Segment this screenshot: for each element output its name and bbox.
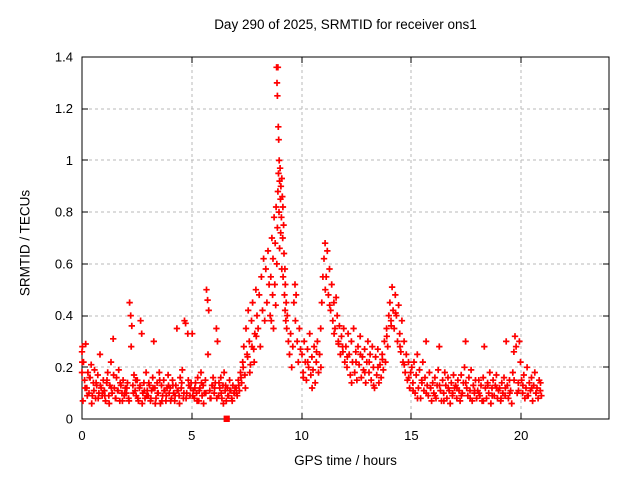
y-tick-label: 1.4 — [55, 50, 73, 65]
y-tick-label: 0.6 — [55, 256, 73, 271]
x-tick-label: 5 — [188, 428, 195, 443]
y-tick-label: 0.2 — [55, 360, 73, 375]
plot-frame — [81, 56, 610, 420]
y-tick-label: 0 — [66, 412, 73, 427]
plot-border — [81, 56, 610, 420]
zero-point-marker — [223, 415, 230, 422]
x-tick-label: 15 — [404, 428, 418, 443]
data-points — [78, 64, 545, 407]
y-tick-label: 0.8 — [55, 205, 73, 220]
x-tick-label: 20 — [514, 428, 528, 443]
y-tick-label: 1.2 — [55, 101, 73, 116]
y-tick-label: 0.4 — [55, 308, 73, 323]
x-tick-label: 0 — [78, 428, 85, 443]
x-tick-label: 10 — [294, 428, 308, 443]
y-axis-label: SRMTID / TECUs — [17, 189, 33, 297]
x-axis-label: GPS time / hours — [294, 453, 397, 468]
grid-lines — [83, 58, 608, 418]
tick-labels: 0 5 10 15 20 0 0.2 0.4 0.6 0.8 1 1.2 1.4 — [55, 50, 528, 444]
chart-title: Day 290 of 2025, SRMTID for receiver ons… — [214, 17, 477, 32]
y-tick-label: 1 — [66, 153, 73, 168]
